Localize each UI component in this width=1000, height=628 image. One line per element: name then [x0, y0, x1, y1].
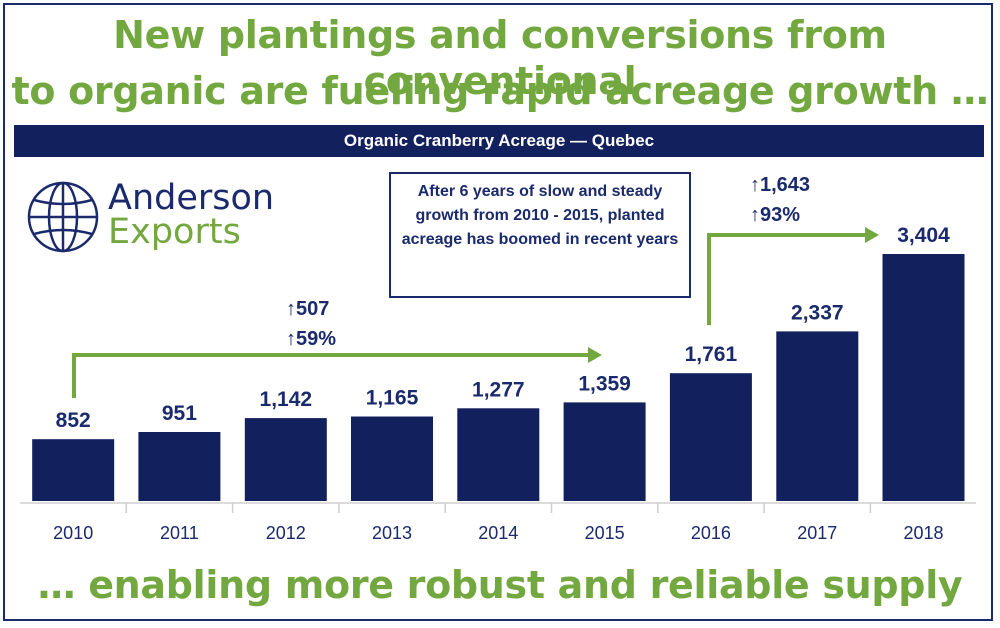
x-tick-label-2013: 2013 [372, 523, 412, 543]
x-tick-label-2014: 2014 [478, 523, 518, 543]
callout-box: After 6 years of slow and steady growth … [389, 172, 691, 298]
annotation-period-2-change: ↑1,643 [750, 174, 810, 196]
value-label-2017: 2,337 [791, 301, 844, 324]
arrow-period-1-head [588, 347, 602, 363]
bar-2015 [563, 402, 646, 501]
value-label-2016: 1,761 [685, 343, 738, 366]
value-label-2010: 852 [56, 409, 91, 432]
logo-wordmark-line-2: Exports [108, 212, 241, 252]
chart-frame [3, 3, 993, 621]
bar-2018 [882, 254, 965, 501]
value-label-2015: 1,359 [578, 372, 631, 395]
bar-2010 [32, 439, 115, 501]
x-tick-label-2010: 2010 [53, 523, 93, 543]
x-tick-label-2015: 2015 [585, 523, 625, 543]
arrow-period-2-head [865, 227, 879, 243]
headline-line-1: New plantings and conversions from conve… [113, 13, 887, 103]
footer-text: … enabling more robust and reliable supp… [37, 563, 963, 607]
annotation-period-2-pct: ↑93% [750, 204, 800, 226]
bar-2014 [457, 408, 540, 501]
value-label-2012: 1,142 [260, 388, 313, 411]
bar-2012 [244, 418, 327, 501]
bar-2011 [138, 432, 221, 501]
value-label-2013: 1,165 [366, 387, 419, 410]
globe-icon [27, 181, 99, 253]
annotation-period-1-pct: ↑59% [286, 328, 336, 350]
growth-arrows [72, 227, 879, 398]
x-tick-label-2012: 2012 [266, 523, 306, 543]
x-tick-label-2018: 2018 [903, 523, 943, 543]
arrow-period-2 [707, 233, 869, 325]
bar-2017 [776, 331, 859, 501]
value-label-2014: 1,277 [472, 378, 525, 401]
bar-2013 [351, 416, 433, 501]
value-label-2011: 951 [162, 402, 197, 425]
x-tick-label-2016: 2016 [691, 523, 731, 543]
x-tick-label-2011: 2011 [160, 523, 199, 543]
headline-line-2: to organic are fueling rapid acreage gro… [11, 69, 989, 113]
value-label-2018: 3,404 [897, 224, 950, 247]
chart-title: Organic Cranberry Acreage — Quebec [14, 125, 984, 157]
logo-wordmark-line-1: Anderson [108, 178, 275, 218]
arrow-period-1 [72, 353, 592, 398]
x-tick-label-2017: 2017 [797, 523, 837, 543]
bar-2016 [669, 373, 752, 501]
annotation-period-1-change: ↑507 [286, 298, 329, 320]
